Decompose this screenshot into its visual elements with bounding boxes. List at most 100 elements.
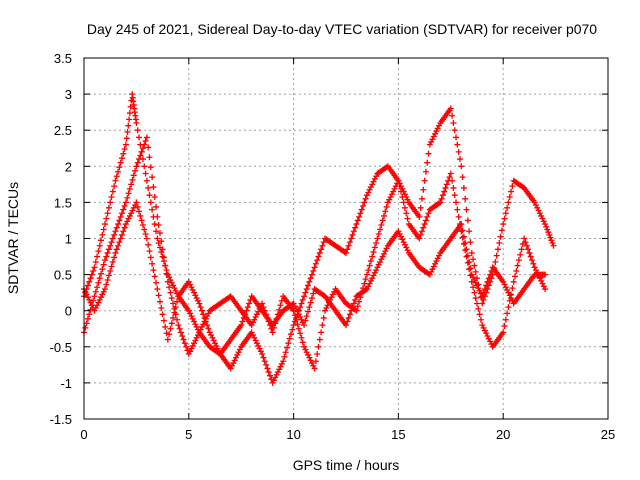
data-point-marker	[172, 287, 179, 294]
data-point-marker	[185, 278, 192, 285]
data-point-marker	[356, 298, 363, 305]
data-point-marker	[120, 206, 127, 213]
data-point-marker	[205, 310, 212, 317]
data-point-marker	[455, 148, 462, 155]
data-point-marker	[120, 150, 127, 157]
data-point-marker	[128, 210, 135, 217]
data-point-marker	[542, 286, 549, 293]
y-axis-ticks: -1.5 -1 -0.5 0 0.5 1 1.5 2 2.5 3 3.5	[50, 51, 608, 427]
data-point-marker	[310, 362, 317, 369]
data-point-marker	[84, 294, 91, 301]
data-point-marker	[151, 193, 158, 200]
data-point-marker	[477, 316, 484, 323]
data-point-marker	[479, 293, 486, 300]
data-point-marker	[192, 337, 199, 344]
data-point-marker	[193, 334, 200, 341]
data-point-marker	[196, 300, 203, 307]
data-point-marker	[460, 233, 467, 240]
data-point-marker	[109, 258, 116, 265]
data-point-marker	[538, 212, 545, 219]
data-point-marker	[501, 281, 508, 288]
data-point-marker	[136, 156, 143, 163]
data-point-marker	[353, 221, 360, 228]
data-point-marker	[252, 314, 259, 321]
data-point-marker	[248, 322, 255, 329]
data-point-marker	[104, 277, 111, 284]
data-point-marker	[387, 193, 394, 200]
data-point-marker	[125, 122, 132, 129]
data-point-marker	[143, 177, 150, 184]
data-point-marker	[127, 103, 134, 110]
data-point-marker	[156, 230, 163, 237]
x-tick-label: 20	[496, 427, 510, 442]
data-point-marker	[164, 271, 171, 278]
data-point-marker	[193, 323, 200, 330]
data-point-marker	[150, 184, 157, 191]
data-point-marker	[454, 206, 461, 213]
data-point-marker	[113, 246, 120, 253]
data-point-marker	[264, 365, 271, 372]
data-point-marker	[99, 291, 106, 298]
data-point-marker	[172, 304, 179, 311]
data-point-marker	[92, 258, 99, 265]
data-point-marker	[200, 311, 207, 318]
data-point-marker	[185, 307, 192, 314]
data-point-marker	[194, 297, 201, 304]
data-point-marker	[363, 192, 370, 199]
data-point-marker	[171, 309, 178, 316]
data-point-marker	[164, 336, 171, 343]
data-point-marker	[375, 261, 382, 268]
data-point-marker	[373, 173, 380, 180]
data-point-marker	[141, 226, 148, 233]
data-point-marker	[134, 203, 141, 210]
y-tick-label: 3	[65, 87, 72, 102]
data-point-marker	[318, 246, 325, 253]
data-point-marker	[115, 168, 122, 175]
data-point-marker	[464, 217, 471, 224]
data-point-marker	[100, 288, 107, 295]
data-point-marker	[302, 317, 309, 324]
data-point-marker	[253, 340, 260, 347]
data-point-marker	[248, 329, 255, 336]
data-point-marker	[294, 308, 301, 315]
data-point-marker	[92, 304, 99, 311]
data-point-marker	[426, 271, 433, 278]
data-point-marker	[295, 311, 302, 318]
data-point-marker	[471, 262, 478, 269]
data-point-marker	[98, 294, 105, 301]
data-point-marker	[517, 251, 524, 258]
data-point-marker	[130, 204, 137, 211]
data-point-marker	[450, 184, 457, 191]
data-point-marker	[276, 366, 283, 373]
data-point-marker	[343, 249, 349, 256]
x-axis-ticks: 0 5 10 15 20 25	[80, 58, 615, 442]
data-point-marker	[107, 199, 114, 206]
data-point-marker	[117, 213, 124, 220]
data-point-marker	[350, 300, 357, 307]
series-track-C	[81, 199, 549, 358]
data-point-marker	[479, 322, 486, 329]
data-point-marker	[118, 155, 125, 162]
data-point-marker	[251, 316, 258, 323]
data-point-marker	[464, 252, 471, 259]
data-point-marker	[126, 110, 133, 117]
data-point-marker	[504, 286, 511, 293]
data-point-marker	[168, 279, 175, 286]
data-point-marker	[370, 178, 377, 185]
data-point-marker	[306, 278, 313, 285]
data-point-marker	[437, 199, 444, 206]
data-point-marker	[303, 349, 310, 356]
data-point-marker	[470, 284, 477, 291]
data-point-marker	[432, 260, 439, 267]
data-point-marker	[282, 349, 289, 356]
data-point-marker	[378, 256, 385, 263]
data-point-marker	[508, 295, 515, 302]
data-point-marker	[295, 325, 302, 332]
data-point-marker	[539, 280, 546, 287]
data-point-marker	[306, 354, 313, 361]
data-point-marker	[142, 138, 149, 145]
data-point-marker	[391, 185, 398, 192]
data-point-marker	[105, 246, 112, 253]
data-point-marker	[472, 279, 479, 286]
data-point-marker	[94, 253, 101, 260]
